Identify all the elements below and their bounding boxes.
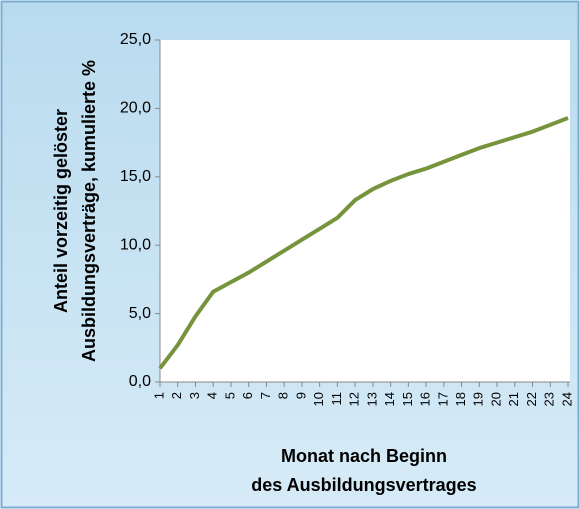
x-tick-label: 21 — [506, 392, 521, 406]
x-tick-label: 11 — [329, 392, 344, 406]
x-tick-label: 20 — [488, 392, 503, 406]
x-tick-label: 4 — [205, 392, 220, 399]
y-axis-label: Anteil vorzeitig gelöster — [51, 109, 71, 313]
x-tick-label: 15 — [400, 392, 415, 406]
x-tick-label: 2 — [169, 392, 184, 399]
y-tick-label: 0,0 — [129, 373, 151, 390]
plot-area — [160, 40, 570, 382]
x-axis-label: Monat nach Beginn — [281, 446, 447, 466]
y-tick-label: 5,0 — [129, 305, 151, 322]
x-tick-label: 6 — [240, 392, 255, 399]
y-tick-label: 10,0 — [120, 236, 151, 253]
y-tick-label: 20,0 — [120, 100, 151, 117]
x-tick-label: 24 — [559, 392, 574, 406]
x-tick-label: 3 — [187, 392, 202, 399]
x-axis-label: des Ausbildungsvertrages — [251, 475, 476, 495]
x-tick-label: 19 — [471, 392, 486, 406]
y-axis-label: Ausbildungsverträge, kumulierte % — [79, 60, 99, 362]
x-tick-label: 17 — [435, 392, 450, 406]
x-tick-label: 9 — [293, 392, 308, 399]
x-tick-label: 8 — [276, 392, 291, 399]
x-tick-label: 5 — [222, 392, 237, 399]
y-tick-label: 15,0 — [120, 168, 151, 185]
x-tick-label: 1 — [151, 392, 166, 399]
x-tick-label: 22 — [524, 392, 539, 406]
x-tick-label: 16 — [418, 392, 433, 406]
data-line — [158, 116, 569, 370]
x-tick-label: 12 — [347, 392, 362, 406]
x-tick-label: 18 — [453, 392, 468, 406]
y-tick-label: 25,0 — [120, 31, 151, 48]
x-tick-label: 10 — [311, 392, 326, 406]
x-tick-label: 23 — [542, 392, 557, 406]
x-tick-label: 13 — [364, 392, 379, 406]
x-tick-label: 14 — [382, 392, 397, 406]
x-tick-label: 7 — [258, 392, 273, 399]
